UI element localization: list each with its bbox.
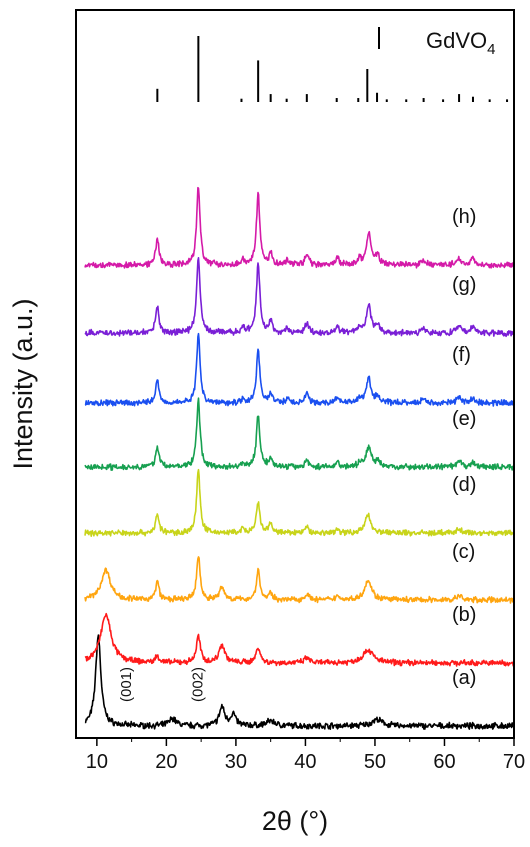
- plot-frame: [75, 9, 515, 739]
- series-curve-f: [84, 332, 515, 407]
- series-label: (d): [452, 474, 476, 496]
- x-tick-label: 10: [86, 751, 108, 773]
- series-curve-b: [84, 612, 515, 667]
- x-axis: 10 20 30 40 50 60 70: [86, 738, 525, 773]
- series-label: (b): [452, 604, 476, 626]
- x-tick-label: 20: [155, 751, 177, 773]
- series-curve-g: [84, 257, 515, 338]
- curve-labels: (a) (b) (c) (d) (e) (f) (g) (h): [452, 206, 476, 689]
- series-curve-c: [84, 556, 515, 604]
- x-tick-label: 50: [364, 751, 386, 773]
- x-axis-title: 2θ (°): [262, 806, 328, 836]
- x-tick-label: 40: [294, 751, 316, 773]
- series-label: (g): [452, 274, 476, 296]
- series-curve-d: [84, 468, 515, 537]
- peak-annotations: (001) (002): [118, 667, 207, 702]
- x-tick-label: 70: [503, 751, 525, 773]
- y-axis-title: Intensity (a.u.): [8, 298, 38, 469]
- series-curve-h: [84, 186, 515, 269]
- series-curve-a: [84, 634, 515, 730]
- peak-annotation: (002): [190, 667, 207, 702]
- peak-annotation: (001): [118, 667, 135, 702]
- series-label: (e): [452, 408, 476, 430]
- series-layer: [84, 186, 515, 730]
- series-label: (a): [452, 667, 476, 689]
- reference-pattern: [156, 36, 509, 102]
- series-label: (h): [452, 206, 476, 228]
- reference-legend: GdVO4: [378, 27, 495, 58]
- series-label: (f): [452, 344, 471, 366]
- series-curve-e: [84, 397, 515, 471]
- x-tick-label: 30: [225, 751, 247, 773]
- series-label: (c): [452, 541, 475, 563]
- x-tick-label: 60: [433, 751, 455, 773]
- legend-label: GdVO4: [426, 28, 495, 58]
